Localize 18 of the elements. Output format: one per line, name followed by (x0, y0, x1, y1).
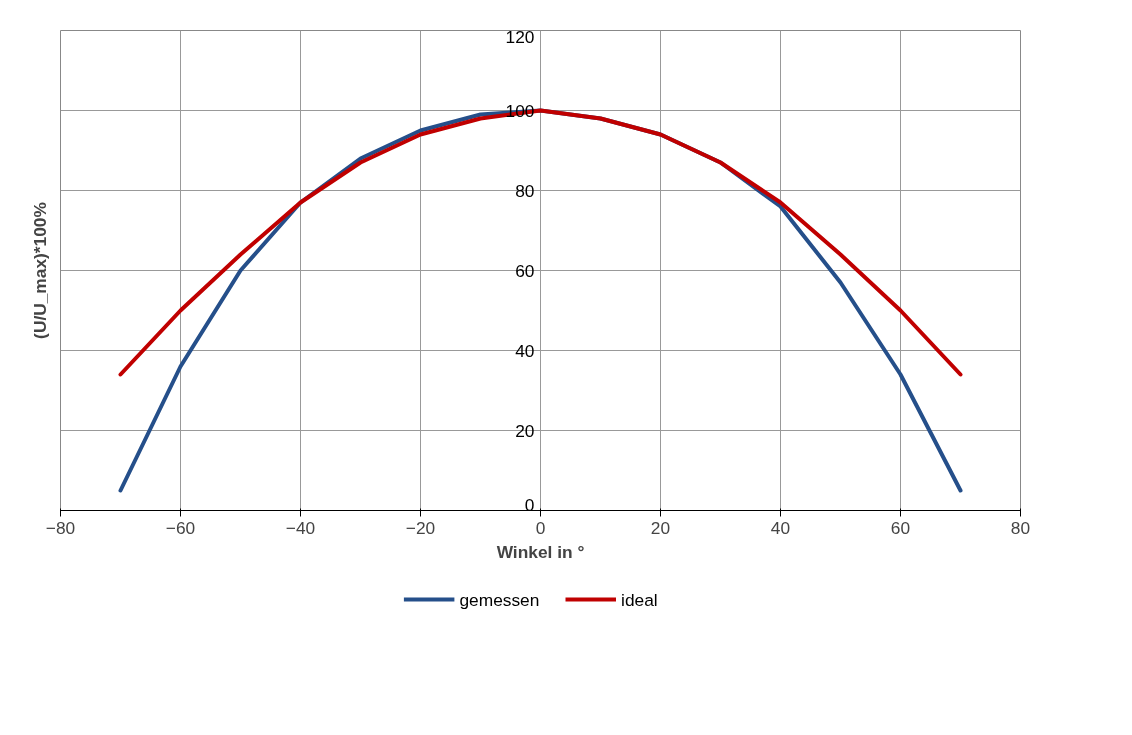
x-axis-title: Winkel in ° (496, 541, 585, 562)
x-tick-label: 20 (650, 517, 671, 538)
x-tick-label: 80 (1010, 517, 1031, 538)
x-tick-label: 60 (890, 517, 911, 538)
y-tick-label: 20 (515, 420, 535, 441)
y-tick-label: 100 (505, 100, 535, 121)
x-tick-label: −40 (285, 517, 316, 538)
y-tick-label: 120 (505, 26, 535, 47)
legend-label: ideal (621, 589, 658, 610)
y-tick-label: 60 (515, 260, 535, 281)
y-tick-label: 40 (515, 340, 535, 361)
legend-label: gemessen (459, 589, 540, 610)
x-tick-label: 40 (770, 517, 791, 538)
x-tick-label: −60 (165, 517, 196, 538)
x-tick-label: −20 (405, 517, 436, 538)
x-tick-label: −80 (45, 517, 76, 538)
y-axis-title: (U/U_max)*100% (29, 202, 50, 339)
y-tick-label: 80 (515, 180, 535, 201)
